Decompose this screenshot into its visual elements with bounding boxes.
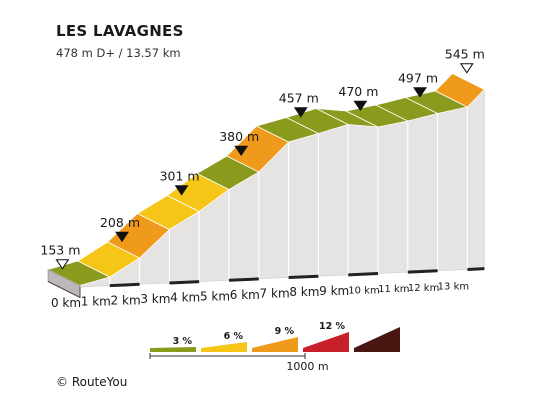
gradient-segment xyxy=(434,73,486,108)
x-tick-label: 1 km xyxy=(81,295,111,309)
marker-label: 545 m xyxy=(445,47,485,62)
x-tick-label: 2 km xyxy=(111,293,141,307)
x-tick-label: 0 km xyxy=(51,296,81,310)
legend-swatch xyxy=(354,327,400,352)
elevation-marker-1 xyxy=(115,231,129,243)
profile-group xyxy=(46,73,486,299)
x-tick-label: 12 km xyxy=(408,283,439,294)
marker-label: 153 m xyxy=(40,243,80,258)
x-tick-label: 10 km xyxy=(348,286,379,297)
elevation-marker-4 xyxy=(293,107,308,118)
legend-label: 9 % xyxy=(275,326,295,337)
base-scale-mark xyxy=(169,280,200,285)
scale-bar-label: 1000 m xyxy=(286,360,328,373)
marker-label: 470 m xyxy=(338,84,378,99)
legend-swatch xyxy=(252,337,298,352)
base-scale-mark xyxy=(228,277,259,282)
base-scale-mark xyxy=(109,282,140,288)
x-tick-label: 6 km xyxy=(230,288,260,302)
elevation-marker-6 xyxy=(413,87,427,98)
x-tick-label: 11 km xyxy=(378,284,409,295)
marker-label: 457 m xyxy=(279,91,319,106)
legend-swatch xyxy=(303,332,349,352)
marker-label: 380 m xyxy=(219,129,259,144)
elevation-marker-7 xyxy=(459,63,474,74)
legend-label: 12 % xyxy=(319,321,346,332)
elevation-marker-0 xyxy=(55,259,70,270)
base-scale-mark xyxy=(407,269,438,274)
marker-label: 301 m xyxy=(160,169,200,184)
elevation-marker-2 xyxy=(174,185,189,196)
x-tick-label: 13 km xyxy=(438,281,469,292)
x-tick-label: 3 km xyxy=(140,292,170,306)
x-tick-label: 8 km xyxy=(289,285,319,299)
base-scale-mark xyxy=(288,274,319,280)
x-tick-label: 5 km xyxy=(200,289,230,303)
elevation-marker-5 xyxy=(353,100,368,112)
chart-title: LES LAVAGNES xyxy=(56,22,184,40)
x-tick-label: 7 km xyxy=(260,287,290,301)
gradient-legend: 3 % 6 % 9 % 12 % 1000 m xyxy=(149,321,400,373)
chart-subtitle: 478 m D+ / 13.57 km xyxy=(56,46,181,60)
marker-label: 208 m xyxy=(100,215,140,230)
x-tick-label: 4 km xyxy=(170,291,200,305)
marker-label: 497 m xyxy=(398,71,438,86)
legend-swatch xyxy=(201,342,247,352)
legend-label: 6 % xyxy=(224,331,244,342)
base-scale-mark xyxy=(467,267,485,271)
routeyou-credit: © RouteYou xyxy=(56,375,128,389)
base-scale-mark xyxy=(348,272,379,277)
x-tick-label: 9 km xyxy=(319,284,349,298)
legend-swatch xyxy=(150,347,196,352)
elevation-marker-3 xyxy=(234,145,249,157)
legend-label: 3 % xyxy=(173,336,193,347)
profile-outline xyxy=(47,281,81,299)
